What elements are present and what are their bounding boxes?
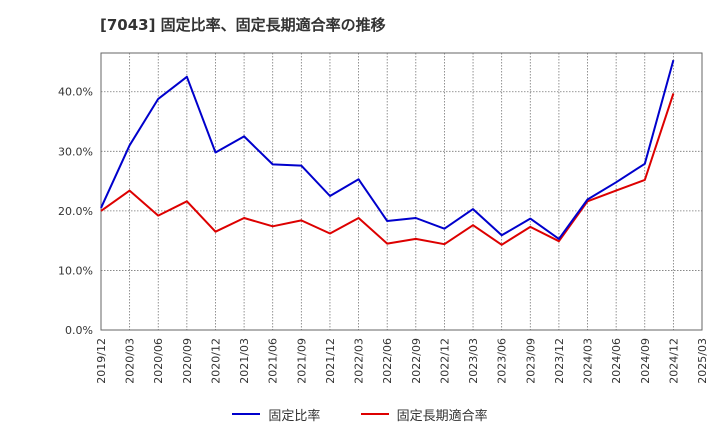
x-tick-label: 2022/12 [438,338,451,384]
x-tick-label: 2024/12 [667,338,680,384]
x-tick-label: 2020/12 [209,338,222,384]
x-tick-label: 2022/06 [381,338,394,384]
legend-swatch-fixed-ratio [232,413,261,415]
x-tick-label: 2022/09 [410,338,423,384]
x-tick-label: 2021/09 [295,338,308,384]
legend-label-long-term-fit-ratio: 固定長期適合率 [396,408,488,424]
x-tick-label: 2020/03 [124,338,137,384]
y-tick-label: 10.0% [58,264,93,277]
legend-item-long-term-fit-ratio: 固定長期適合率 [360,405,488,424]
y-tick-label: 20.0% [58,205,93,218]
x-tick-label: 2020/06 [152,338,165,384]
legend-label-fixed-ratio: 固定比率 [268,408,321,424]
legend-swatch-long-term-fit-ratio [360,413,389,415]
x-tick-label: 2021/12 [324,338,337,384]
x-tick-label: 2020/09 [181,338,194,384]
x-tick-label: 2023/03 [467,338,480,384]
legend: 固定比率 固定長期適合率 [0,404,720,424]
y-tick-label: 0.0% [65,324,93,337]
x-tick-label: 2024/06 [610,338,623,384]
x-tick-label: 2022/03 [353,338,366,384]
x-tick-label: 2021/06 [267,338,280,384]
plot-frame [100,52,703,331]
x-tick-label: 2023/06 [496,338,509,384]
x-tick-label: 2025/03 [696,338,709,384]
x-tick-label: 2023/12 [553,338,566,384]
legend-item-fixed-ratio: 固定比率 [232,405,320,424]
x-tick-label: 2024/09 [639,338,652,384]
chart-title: [7043] 固定比率、固定長期適合率の推移 [100,16,386,34]
x-tick-label: 2021/03 [238,338,251,384]
x-tick-label: 2024/03 [582,338,595,384]
series-line-1 [100,93,675,246]
y-tick-label: 30.0% [58,145,93,158]
x-tick-label: 2019/12 [95,338,108,384]
series-line-0 [100,59,675,240]
x-tick-label: 2023/09 [524,338,537,384]
y-tick-label: 40.0% [58,86,93,99]
